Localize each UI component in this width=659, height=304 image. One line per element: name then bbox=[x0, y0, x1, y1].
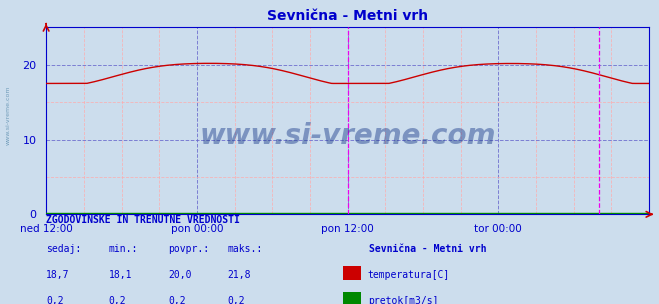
Text: 0,2: 0,2 bbox=[168, 296, 186, 304]
Title: Sevnična - Metni vrh: Sevnična - Metni vrh bbox=[267, 9, 428, 23]
Text: Sevnična - Metni vrh: Sevnična - Metni vrh bbox=[369, 244, 486, 254]
Text: www.si-vreme.com: www.si-vreme.com bbox=[200, 122, 496, 150]
Text: pretok[m3/s]: pretok[m3/s] bbox=[368, 296, 438, 304]
Text: 0,2: 0,2 bbox=[227, 296, 245, 304]
Text: povpr.:: povpr.: bbox=[168, 244, 209, 254]
Text: 18,1: 18,1 bbox=[109, 270, 132, 280]
Text: sedaj:: sedaj: bbox=[46, 244, 81, 254]
Text: www.si-vreme.com: www.si-vreme.com bbox=[5, 86, 11, 145]
Text: maks.:: maks.: bbox=[227, 244, 262, 254]
Text: temperatura[C]: temperatura[C] bbox=[368, 270, 450, 280]
Text: 0,2: 0,2 bbox=[109, 296, 127, 304]
Text: 20,0: 20,0 bbox=[168, 270, 192, 280]
Text: 18,7: 18,7 bbox=[46, 270, 70, 280]
Text: 21,8: 21,8 bbox=[227, 270, 251, 280]
Text: ZGODOVINSKE IN TRENUTNE VREDNOSTI: ZGODOVINSKE IN TRENUTNE VREDNOSTI bbox=[46, 216, 240, 226]
Text: 0,2: 0,2 bbox=[46, 296, 64, 304]
Text: min.:: min.: bbox=[109, 244, 138, 254]
